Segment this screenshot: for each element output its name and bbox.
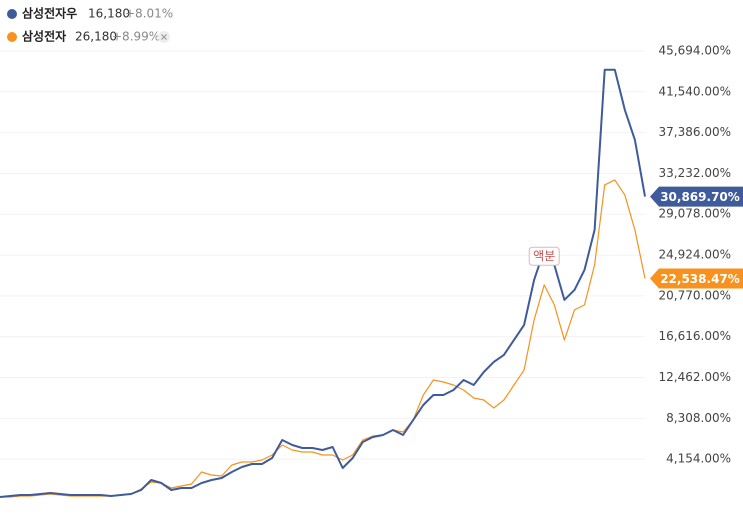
legend-change: +8.99%: [112, 30, 160, 44]
legend-dot: [7, 32, 17, 42]
y-tick-label: 20,770.00%: [659, 288, 731, 302]
legend-price: 26,180: [75, 30, 117, 44]
last-value-badge: [650, 186, 743, 207]
y-tick-label: 33,232.00%: [659, 166, 731, 180]
legend-name: 삼성전자: [22, 29, 66, 44]
y-tick-label: 4,154.00%: [666, 452, 731, 466]
y-tick-label: 45,694.00%: [659, 43, 731, 57]
legend-change: +8.01%: [125, 7, 173, 21]
annotation: 액분: [533, 249, 555, 263]
last-value-badge: [650, 268, 743, 289]
last-value-label: 30,869.70%: [660, 190, 740, 204]
y-tick-label: 8,308.00%: [666, 411, 731, 425]
y-tick-label: 12,462.00%: [659, 370, 731, 384]
last-value-label: 22,538.47%: [660, 272, 740, 286]
y-tick-label: 24,924.00%: [659, 248, 731, 262]
legend-name: 삼성전자우: [22, 6, 77, 21]
y-tick-label: 37,386.00%: [659, 125, 731, 139]
legend-price: 16,180: [88, 7, 130, 21]
legend-dot: [7, 9, 17, 19]
series-line: [0, 68, 646, 498]
y-tick-label: 16,616.00%: [659, 329, 731, 343]
annotation-box: [528, 246, 560, 266]
y-tick-label: 41,540.00%: [659, 84, 731, 98]
y-tick-label: 29,078.00%: [659, 207, 731, 221]
remove-button[interactable]: [158, 31, 170, 43]
